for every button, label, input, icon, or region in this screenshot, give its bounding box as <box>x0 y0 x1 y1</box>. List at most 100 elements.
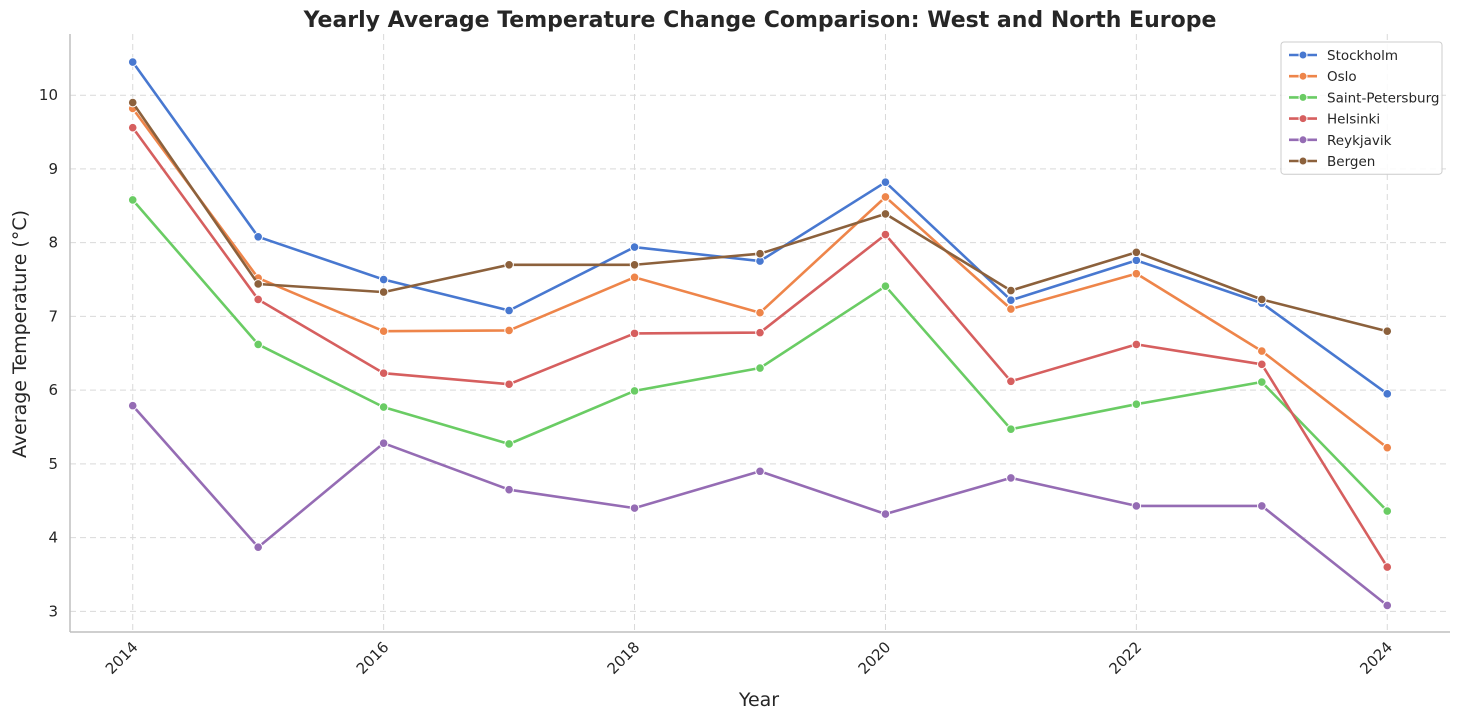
data-point-stockholm <box>127 57 138 67</box>
axes: 3 4 5 6 7 8 9 10 2014 2016 2018 2020 2022 2024 <box>39 34 1450 678</box>
data-point-helsinki <box>1382 562 1393 572</box>
data-point-bergen <box>880 209 891 219</box>
data-point-saint-petersburg <box>1006 424 1016 435</box>
data-point-stockholm <box>378 274 389 285</box>
data-point-helsinki <box>504 379 514 390</box>
legend-item-bergen: Bergen <box>1289 154 1375 170</box>
chart-title: Yearly Average Temperature Change Compar… <box>303 8 1217 33</box>
y-tick-label: 9 <box>48 160 58 178</box>
data-point-oslo <box>1257 346 1267 356</box>
data-point-saint-petersburg <box>880 281 891 291</box>
series-line-oslo <box>131 107 1389 449</box>
data-point-bergen <box>1382 326 1393 336</box>
legend-label: Bergen <box>1327 154 1375 170</box>
y-tick-label: 5 <box>48 455 58 473</box>
data-point-oslo <box>1006 304 1016 314</box>
data-point-stockholm <box>629 242 640 252</box>
data-point-reykjavik <box>378 438 389 449</box>
legend-marker <box>1298 92 1308 102</box>
data-point-reykjavik <box>1257 501 1267 511</box>
data-point-oslo <box>504 325 514 336</box>
data-point-stockholm <box>1006 295 1016 305</box>
data-point-oslo <box>1131 268 1142 279</box>
data-point-saint-petersburg <box>253 339 263 350</box>
data-point-reykjavik <box>504 484 514 495</box>
series-line-helsinki <box>131 126 1389 568</box>
legend-label: Helsinki <box>1327 112 1380 128</box>
data-point-stockholm <box>880 177 891 188</box>
data-point-saint-petersburg <box>378 402 389 412</box>
data-point-saint-petersburg <box>1382 506 1393 516</box>
series-line-stockholm <box>131 61 1389 395</box>
data-point-helsinki <box>755 327 765 338</box>
y-tick-label: 4 <box>48 529 58 547</box>
data-point-oslo <box>629 272 640 283</box>
legend-item-reykjavik: Reykjavik <box>1289 133 1392 149</box>
data-point-reykjavik <box>1131 501 1142 511</box>
data-point-helsinki <box>127 122 138 133</box>
data-point-helsinki <box>253 294 263 305</box>
legend-label: Reykjavik <box>1327 133 1392 149</box>
data-point-stockholm <box>504 305 514 316</box>
data-point-saint-petersburg <box>629 386 640 396</box>
legend-marker <box>1298 156 1308 166</box>
x-tick-label: 2020 <box>855 638 895 678</box>
y-tick-label: 8 <box>48 234 58 252</box>
data-point-saint-petersburg <box>755 363 765 373</box>
data-point-reykjavik <box>880 509 891 519</box>
series-helsinki <box>127 122 1393 572</box>
legend-item-helsinki: Helsinki <box>1289 112 1380 128</box>
legend-label: Saint-Petersburg <box>1327 90 1439 106</box>
legend-marker <box>1298 50 1308 60</box>
data-point-stockholm <box>253 231 263 242</box>
data-point-helsinki <box>378 368 389 378</box>
data-point-bergen <box>504 259 514 270</box>
x-tick-label: 2018 <box>604 638 644 678</box>
data-point-saint-petersburg <box>127 195 138 205</box>
data-point-bergen <box>1257 294 1267 305</box>
data-point-reykjavik <box>629 503 640 513</box>
y-axis-label: Average Temperature (°C) <box>9 210 31 458</box>
legend-label: Stockholm <box>1327 48 1398 64</box>
x-tick-label: 2016 <box>353 638 393 678</box>
x-axis-label: Year <box>738 689 779 711</box>
data-point-helsinki <box>1131 339 1142 350</box>
data-point-stockholm <box>1131 255 1142 266</box>
data-point-saint-petersburg <box>504 439 514 449</box>
data-point-saint-petersburg <box>1257 377 1267 387</box>
series-group <box>127 57 1393 611</box>
legend-item-stockholm: Stockholm <box>1289 48 1398 64</box>
data-point-helsinki <box>629 328 640 339</box>
data-point-bergen <box>1006 285 1016 296</box>
x-tick-label: 2024 <box>1356 638 1396 678</box>
series-reykjavik <box>127 400 1393 611</box>
series-bergen <box>127 97 1393 336</box>
data-point-reykjavik <box>127 400 138 411</box>
y-tick-label: 3 <box>48 602 58 620</box>
data-point-bergen <box>127 97 138 108</box>
series-saint-petersburg <box>127 195 1393 516</box>
data-point-reykjavik <box>1006 473 1016 483</box>
data-point-oslo <box>880 192 891 202</box>
legend-frame <box>1280 41 1443 175</box>
data-point-reykjavik <box>1382 600 1393 611</box>
x-tick-label: 2022 <box>1105 638 1145 678</box>
data-point-reykjavik <box>253 542 263 553</box>
legend-marker <box>1298 135 1308 145</box>
legend-marker <box>1298 114 1308 124</box>
legend-item-saint-petersburg: Saint-Petersburg <box>1289 90 1439 106</box>
legend-marker <box>1298 71 1308 81</box>
data-point-reykjavik <box>755 466 765 477</box>
y-tick-label: 6 <box>48 381 58 399</box>
y-tick-label: 7 <box>48 307 58 325</box>
data-point-helsinki <box>1257 359 1267 370</box>
legend-label: Oslo <box>1327 69 1357 85</box>
series-line-reykjavik <box>131 404 1389 607</box>
data-point-oslo <box>1382 442 1393 453</box>
data-point-saint-petersburg <box>1131 399 1142 409</box>
data-point-helsinki <box>1006 376 1016 387</box>
data-point-bergen <box>755 248 765 259</box>
data-point-stockholm <box>1382 389 1393 399</box>
data-point-bergen <box>629 259 640 270</box>
